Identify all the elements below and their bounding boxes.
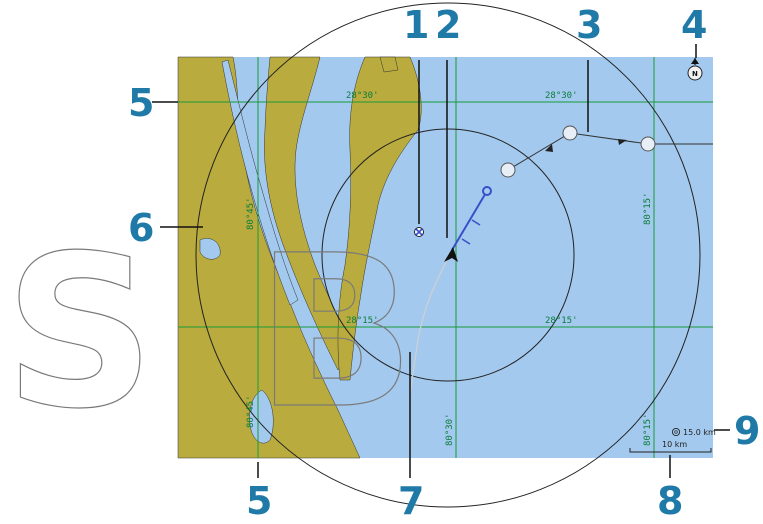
grid-label-lon-right-upper: 80°15'	[643, 192, 653, 225]
grid-label-lon-mid-lower: 80°30'	[445, 413, 455, 446]
waypoint-icon[interactable]	[414, 227, 424, 237]
callout-leaders	[152, 44, 730, 478]
callout-6: 6	[128, 206, 154, 250]
track-line	[409, 257, 449, 396]
lagoon-channels	[199, 59, 299, 444]
grid-label-lat-top-right: 28°30'	[545, 91, 578, 101]
watermark-logo: SB	[4, 210, 515, 455]
grid-label-lat-top-left: 28°30'	[346, 91, 379, 101]
grid-label-lat-mid-right: 28°15'	[545, 316, 578, 326]
north-icon-letter: N	[692, 70, 698, 78]
range-indicator[interactable]: 15.0 km	[671, 427, 716, 437]
callout-3: 3	[576, 3, 602, 47]
scale-bar: 10 km	[629, 440, 712, 453]
callout-4: 4	[681, 3, 707, 47]
route[interactable]	[500, 125, 713, 178]
callout-7: 7	[398, 479, 424, 523]
grid-label-lon-left-upper: 80°45'	[246, 197, 256, 230]
range-ring-icon	[671, 427, 681, 437]
grid-label-lon-right-lower: 80°15'	[643, 413, 653, 446]
north-indicator[interactable]: N	[687, 58, 703, 81]
heading-extension	[451, 186, 492, 251]
callout-1: 1	[403, 3, 429, 47]
callout-2: 2	[435, 3, 461, 47]
range-value: 15.0 km	[683, 428, 716, 437]
vessel-icon[interactable]	[444, 247, 458, 262]
callout-5-bottom: 5	[246, 479, 272, 523]
callout-5-top: 5	[128, 81, 154, 125]
range-rings	[195, 2, 701, 508]
grid-label-lon-left-lower: 80°45'	[246, 395, 256, 428]
scale-bar-label: 10 km	[662, 440, 687, 449]
callout-9: 9	[734, 409, 760, 453]
land-masses	[177, 56, 422, 459]
callout-8: 8	[657, 479, 683, 523]
grid-label-lat-mid-left: 28°15'	[346, 316, 379, 326]
